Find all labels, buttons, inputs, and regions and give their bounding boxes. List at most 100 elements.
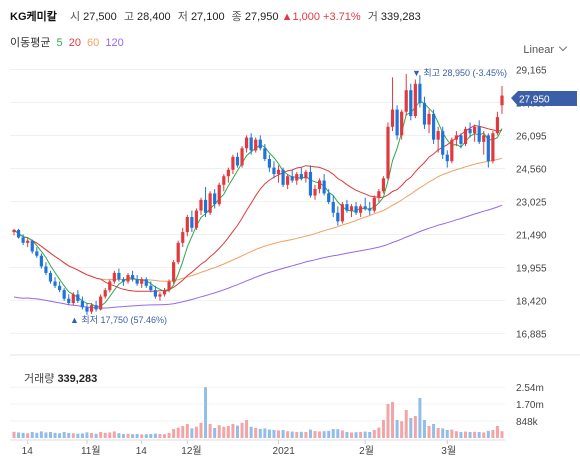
candle-body bbox=[235, 156, 240, 166]
candle-body bbox=[340, 204, 344, 222]
candle-body bbox=[486, 135, 490, 162]
date-tick-label: 12월 bbox=[181, 445, 201, 457]
price-tick-label: 23,025 bbox=[516, 197, 547, 208]
candle-body bbox=[203, 199, 208, 213]
candle-body bbox=[176, 242, 180, 263]
volume-bar bbox=[131, 434, 135, 438]
candle-body bbox=[185, 217, 189, 233]
volume-bars bbox=[12, 387, 504, 438]
volume-bar bbox=[21, 432, 25, 438]
volume-bar bbox=[144, 434, 148, 438]
candle-body bbox=[441, 131, 445, 155]
volume-bar bbox=[121, 434, 125, 438]
date-tick-label: 3월 bbox=[441, 445, 456, 457]
volume-panel-title: 거래량 339,283 bbox=[24, 370, 97, 386]
candle-body bbox=[249, 137, 253, 151]
candle-body bbox=[108, 281, 112, 291]
ma20-path bbox=[13, 124, 503, 292]
candle-body bbox=[62, 290, 66, 299]
volume-bar bbox=[277, 430, 281, 438]
volume-bar bbox=[331, 429, 335, 438]
candle-body bbox=[418, 83, 422, 104]
candle-body bbox=[94, 305, 98, 310]
volume-bar bbox=[48, 432, 52, 438]
candle-body bbox=[468, 128, 472, 134]
price-tick-label: 16,885 bbox=[516, 329, 547, 340]
candle-body bbox=[281, 169, 285, 185]
candle-body bbox=[39, 255, 43, 267]
candle-body bbox=[422, 103, 427, 125]
ma-5[interactable]: 5 bbox=[56, 37, 63, 49]
volume-bar bbox=[181, 426, 185, 438]
volume-bar bbox=[436, 428, 440, 438]
volume-bar bbox=[363, 431, 367, 438]
volume-bar bbox=[172, 429, 176, 438]
volume-bar bbox=[117, 433, 121, 438]
volume-bar bbox=[167, 432, 171, 438]
candle-body bbox=[80, 300, 85, 308]
current-price-value: 27,950 bbox=[519, 95, 550, 106]
volume-bar bbox=[80, 433, 84, 438]
candle-body bbox=[71, 294, 75, 304]
candlesticks bbox=[12, 74, 504, 315]
quote-header: KG케미칼 시 27,500 고 28,400 저 27,100 종 27,95… bbox=[10, 8, 421, 24]
ma-120[interactable]: 120 bbox=[105, 37, 124, 49]
scale-mode-dropdown[interactable]: Linear bbox=[523, 44, 566, 56]
close-label: 종 bbox=[231, 11, 242, 23]
volume-bar bbox=[422, 420, 426, 438]
ma-60[interactable]: 60 bbox=[87, 37, 100, 49]
candle-body bbox=[103, 290, 107, 297]
volume-bar bbox=[208, 424, 212, 438]
volume-bar bbox=[409, 418, 413, 438]
volume-bar bbox=[53, 432, 57, 438]
volume-bar bbox=[108, 432, 112, 438]
volume-bar bbox=[468, 432, 472, 438]
ma-60-line bbox=[13, 157, 503, 282]
volume-bar bbox=[445, 430, 449, 438]
candle-body bbox=[35, 251, 39, 256]
volume-bar bbox=[245, 420, 249, 438]
volume-bar bbox=[400, 421, 404, 438]
volume-bar bbox=[354, 432, 358, 438]
change-value: ▲1,000 bbox=[281, 11, 320, 23]
price-tick-label: 18,420 bbox=[516, 296, 547, 307]
volume-bar bbox=[76, 433, 80, 438]
candle-body bbox=[44, 266, 48, 273]
volume-bar bbox=[163, 434, 167, 438]
volume-bar bbox=[235, 425, 239, 438]
volume-bar bbox=[372, 430, 376, 438]
volume-bar bbox=[213, 428, 217, 438]
candle-body bbox=[409, 90, 413, 117]
candle-body bbox=[254, 139, 258, 151]
volume-bar bbox=[454, 431, 458, 438]
volume-bar bbox=[313, 431, 317, 438]
volume-bar bbox=[381, 420, 385, 438]
volume-bar bbox=[231, 424, 235, 438]
volume-bar bbox=[85, 432, 89, 438]
volume-bar bbox=[94, 433, 98, 438]
volume-bar bbox=[359, 432, 363, 438]
candle-body bbox=[16, 229, 21, 238]
ma-20[interactable]: 20 bbox=[68, 37, 81, 49]
volume-bar bbox=[35, 432, 39, 438]
current-price-tag: 27,950 bbox=[511, 91, 577, 106]
candle-body bbox=[89, 305, 94, 312]
volume-bar bbox=[39, 431, 43, 438]
volume-axis-labels: 2.54m 1.70m 848k bbox=[516, 383, 544, 428]
candle-body bbox=[345, 204, 349, 211]
candle-body bbox=[112, 272, 116, 282]
candle-body bbox=[313, 189, 317, 196]
volume-bar bbox=[267, 429, 271, 438]
volume-bar bbox=[340, 430, 344, 438]
volume-bar bbox=[377, 427, 381, 438]
candle-body bbox=[12, 229, 16, 233]
candle-body bbox=[372, 197, 376, 211]
candle-body bbox=[167, 281, 171, 291]
volume-title: 거래량 bbox=[24, 373, 55, 385]
date-tick-label: 14 bbox=[136, 446, 148, 457]
low-value: 27,100 bbox=[190, 11, 225, 23]
volume-bar bbox=[258, 428, 262, 438]
volume-bar bbox=[90, 433, 94, 438]
low-label: 저 bbox=[177, 11, 188, 23]
